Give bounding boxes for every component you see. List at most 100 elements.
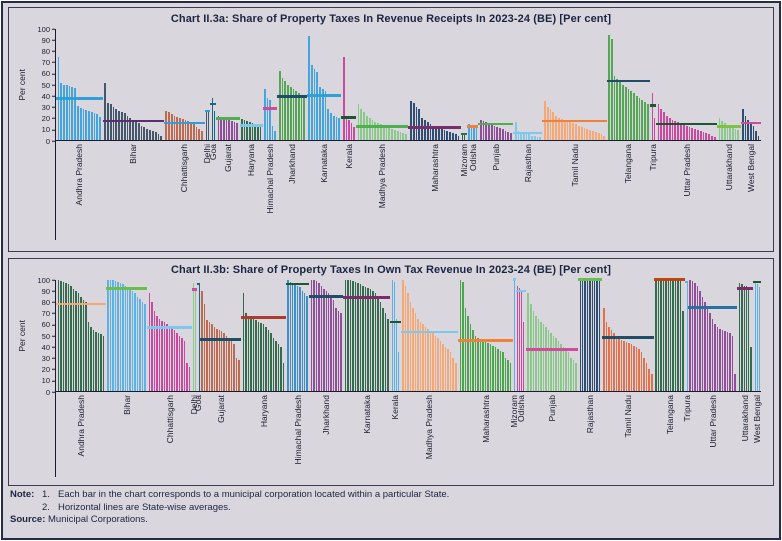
bar [630,344,633,391]
chart-b-yaxis-label-wrap: Per cent [15,280,28,392]
state-bar-cluster [56,29,103,141]
bar [668,117,671,140]
bar [437,337,439,391]
bar [560,118,563,140]
y-tick-label: 0 [45,136,50,146]
bar [124,285,126,391]
bar [195,291,197,391]
bar [426,122,429,140]
state-average-line [306,94,342,97]
bar [546,106,549,140]
state-bar-cluster [56,280,106,392]
bar [374,122,377,140]
bar [225,118,228,140]
bar [287,84,289,140]
bar [644,102,647,140]
bar [233,122,236,140]
y-tick-label: 20 [41,364,50,374]
bar [514,122,517,140]
bar [432,125,435,140]
bar [565,348,567,391]
y-tick-mark [52,324,55,326]
bar [579,280,582,391]
bar [537,318,540,391]
bar [143,126,146,140]
bar [306,295,308,391]
y-tick-label: 0 [45,387,50,397]
state-label-zone: Andhra Pradesh [56,392,106,477]
y-tick-mark [52,73,55,75]
bar [65,283,67,391]
bar [562,346,565,391]
bar [457,135,460,140]
bar [77,293,79,391]
bar [412,307,414,391]
bar [489,344,492,391]
bar [699,131,702,140]
bar [468,124,470,140]
y-tick-label: 50 [41,331,50,341]
bar [310,64,313,140]
bar [350,123,353,140]
bar [757,135,760,140]
state-label: Tamil Nadu [622,395,633,438]
bar [90,326,92,391]
bar [603,307,605,391]
state-label-zone: Karnataka [343,392,390,477]
state-average-line [458,339,513,343]
y-tick: 70 [42,59,55,67]
y-tick-mark [52,106,55,108]
state-bar-cluster [102,29,164,141]
bar [120,112,123,140]
bar [446,131,449,140]
state-average-line [753,280,761,284]
chart-a-bars: Andhra Pradesh Bihar Chhattisgarh Delhi Goa G… [55,29,761,240]
bar [440,128,443,140]
state-label-zone: Chhattisgarh [147,392,191,477]
bar [583,127,586,140]
bar [677,122,680,140]
bar [616,78,619,140]
bar [475,127,477,140]
state-label: Jharkhand [286,144,297,184]
bar [472,329,474,391]
bar [452,357,454,391]
bar [620,339,623,391]
state-group-himachal-pradesh: Himachal Pradesh [262,29,278,240]
bar [501,128,504,140]
bar [474,335,477,391]
bar [665,280,667,391]
y-tick: 60 [42,70,55,78]
state-average-line [656,122,718,126]
bar [385,126,388,140]
bar [181,337,183,391]
chart-a-yaxis-label-wrap: Per cent [15,29,28,141]
bar [118,111,120,140]
bar [379,124,382,140]
bar [144,304,146,391]
bar [399,132,402,140]
bar [594,280,596,391]
note-2-text: Horizontal lines are State-wise averages… [58,501,231,513]
note-1-number: 1. [42,489,50,500]
bar [76,105,79,140]
bar [265,326,267,391]
bar [396,131,399,140]
state-label-zone: Uttar Pradesh [656,141,717,240]
bar [738,283,741,391]
bar [705,133,708,140]
bar [577,125,580,140]
bar [82,299,84,391]
state-bar-cluster [216,29,240,141]
bar [758,286,760,391]
bar [670,280,672,391]
bar [72,288,74,391]
state-group-uttar-pradesh: Uttar Pradesh [687,280,738,477]
bar [686,282,688,391]
state-label-zone: Kerala [390,392,400,477]
bar [188,366,191,391]
y-tick-mark [52,62,55,64]
bar [643,357,645,391]
bar [734,374,736,391]
bar [467,315,469,391]
